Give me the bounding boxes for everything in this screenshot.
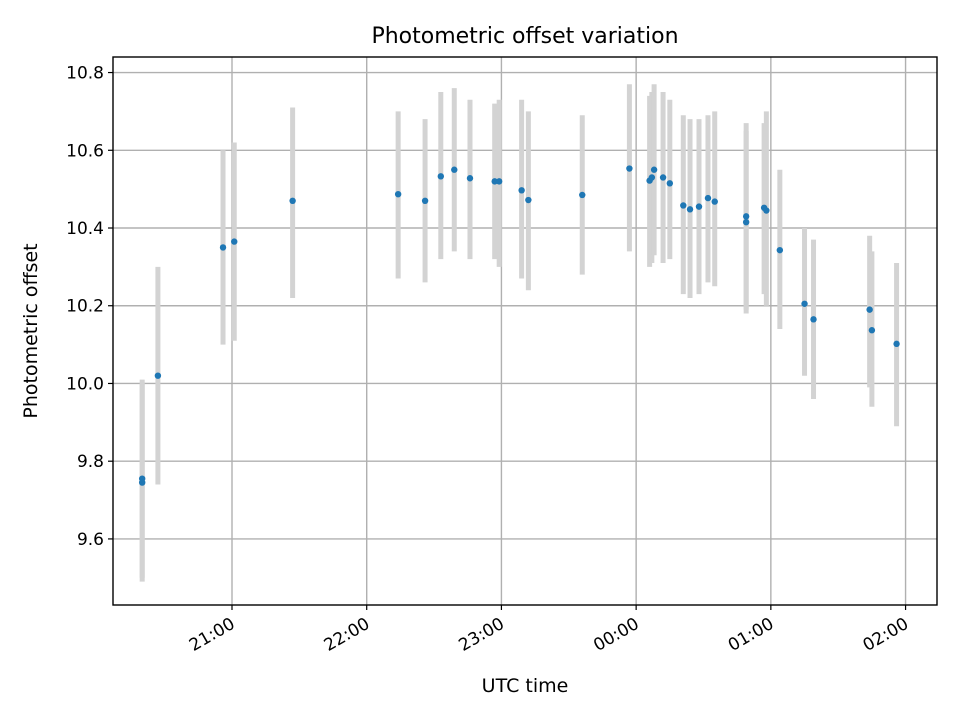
y-tick-label: 9.6 — [77, 530, 104, 550]
data-point — [695, 203, 703, 210]
data-point — [763, 207, 770, 214]
data-point — [704, 194, 712, 202]
y-axis-label: Photometric offset — [20, 243, 42, 418]
data-point — [437, 173, 445, 180]
data-point — [421, 197, 429, 205]
y-tick-label: 10.2 — [66, 297, 104, 317]
y-tick-label: 10.0 — [66, 374, 104, 394]
x-tick-label: 22:00 — [321, 614, 373, 656]
error-bars — [139, 84, 900, 582]
data-point — [525, 196, 532, 204]
y-tick-label: 10.4 — [66, 219, 104, 239]
data-point — [518, 187, 525, 194]
y-tick-label: 9.8 — [77, 452, 104, 472]
x-tick-label: 00:00 — [590, 614, 642, 656]
data-point — [648, 174, 656, 181]
data-point — [810, 316, 817, 323]
data-point — [711, 198, 718, 205]
x-tick-label: 01:00 — [725, 614, 777, 656]
chart-title: Photometric offset variation — [371, 24, 678, 49]
y-tick-label: 10.8 — [66, 64, 104, 84]
data-point — [868, 327, 876, 334]
x-axis: 21:00 22:00 23:00 00:00 01:00 02:00 — [186, 605, 912, 656]
data-point — [289, 197, 296, 205]
data-points — [138, 165, 900, 486]
data-point — [231, 238, 238, 245]
data-point — [579, 191, 586, 199]
data-point — [742, 218, 750, 226]
data-point — [742, 213, 750, 220]
data-point — [666, 180, 674, 187]
y-tick-label: 10.6 — [66, 141, 104, 161]
data-point — [451, 166, 458, 173]
x-axis-label: UTC time — [482, 675, 569, 697]
x-tick-label: 02:00 — [860, 614, 912, 656]
data-point — [776, 246, 784, 254]
data-point — [659, 174, 667, 181]
x-tick-label: 21:00 — [186, 614, 238, 656]
data-point — [154, 372, 162, 379]
data-point — [466, 175, 474, 182]
data-point — [138, 479, 146, 486]
x-tick-label: 23:00 — [455, 614, 507, 656]
data-point — [866, 306, 873, 313]
plot-frame — [112, 56, 938, 606]
data-point — [680, 202, 687, 209]
data-point — [801, 300, 808, 307]
data-point — [219, 244, 227, 251]
data-point — [650, 166, 658, 173]
data-point — [626, 165, 633, 172]
y-axis: 9.6 9.8 10.0 10.2 10.4 10.6 10.8 — [66, 64, 113, 550]
grid — [113, 57, 937, 605]
data-point — [686, 206, 694, 213]
data-point — [893, 340, 900, 348]
data-point — [394, 190, 402, 198]
data-point — [495, 178, 503, 185]
data-point — [491, 178, 498, 185]
